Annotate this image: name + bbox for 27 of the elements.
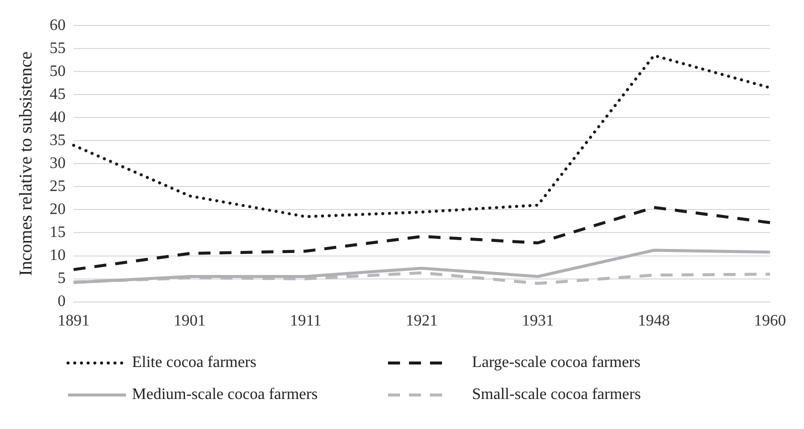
y-tick-label: 15 xyxy=(50,224,66,241)
y-tick-label: 0 xyxy=(58,293,66,310)
y-tick-label: 40 xyxy=(50,108,66,126)
x-tick-label: 1891 xyxy=(58,312,90,330)
legend-label: Medium-scale cocoa farmers xyxy=(132,386,318,404)
y-axis-title: Incomes relative to subsistence xyxy=(16,51,36,276)
x-tick-label: 1948 xyxy=(638,312,670,330)
y-tick-label: 20 xyxy=(50,200,66,218)
legend-label: Elite cocoa farmers xyxy=(132,354,256,372)
y-tick-label: 45 xyxy=(50,86,66,103)
y-tick-label: 30 xyxy=(50,154,66,172)
x-tick-label: 1960 xyxy=(754,312,786,330)
y-tick-label: 50 xyxy=(50,62,66,80)
y-tick-label: 5 xyxy=(58,270,66,287)
y-tick-label: 35 xyxy=(50,132,66,149)
x-tick-label: 1911 xyxy=(290,312,322,330)
line-series xyxy=(72,54,772,218)
line-series xyxy=(72,206,772,272)
legend-label: Large-scale cocoa farmers xyxy=(472,354,640,372)
y-tick-label: 25 xyxy=(50,178,66,195)
x-tick-label: 1901 xyxy=(174,312,206,330)
y-tick-label: 60 xyxy=(50,16,66,34)
legend-label: Small-scale cocoa farmers xyxy=(472,386,641,404)
y-tick-label: 10 xyxy=(50,246,66,264)
x-tick-label: 1921 xyxy=(406,312,438,330)
x-tick-label: 1931 xyxy=(522,312,554,330)
y-tick-label: 55 xyxy=(50,40,66,57)
